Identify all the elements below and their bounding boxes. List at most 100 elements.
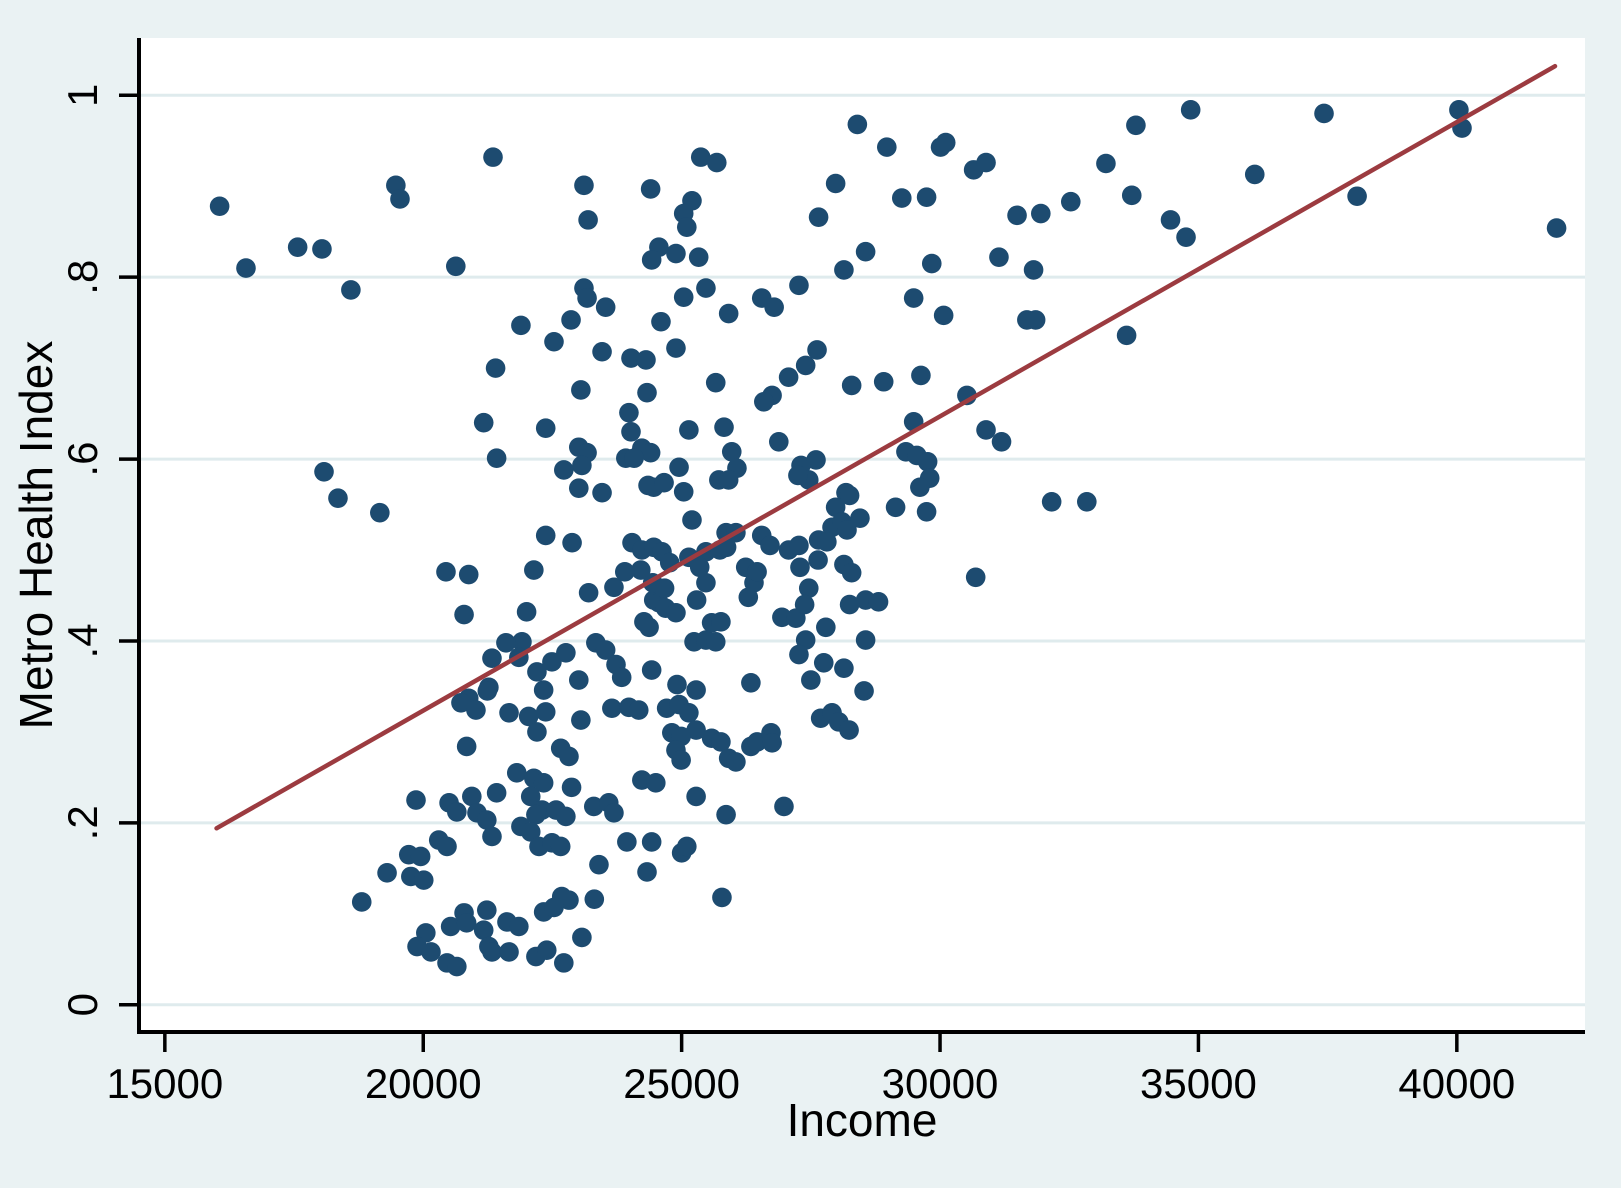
scatter-point [1244,164,1265,185]
scatter-point [526,804,546,825]
scatter-point [639,617,659,638]
scatter-point [561,777,582,798]
scatter-point [839,720,859,740]
scatter-point [520,786,541,807]
y-tick-label: 0 [59,993,106,1016]
scatter-point [834,658,854,679]
scatter-point [473,920,494,940]
scatter-point [854,681,874,701]
scatter-point [816,617,836,638]
scatter-point [825,173,846,194]
scatter-point [314,461,334,482]
x-tick-label: 25000 [623,1060,740,1107]
y-tick-label: .4 [59,623,106,658]
scatter-point [604,803,624,823]
scatter-point [451,692,471,713]
scatter-point [499,702,519,723]
scatter-point [499,942,519,962]
scatter-point [688,247,709,267]
scatter-point [527,662,547,682]
scatter-point [554,953,574,973]
scatter-point [589,854,609,875]
scatter-point [516,602,537,622]
scatter-point [666,338,686,358]
scatter-point [855,241,876,262]
scatter-point [1077,492,1097,512]
scatter-point [718,303,739,324]
scatter-point [390,189,410,209]
scatter-point [583,796,604,817]
scatter-point [741,672,761,693]
scatter-point [965,567,986,588]
y-tick-label: .8 [59,260,106,295]
scatter-point [716,804,736,825]
scatter-point [778,367,799,388]
scatter-point [572,455,592,476]
scatter-point [1096,153,1116,174]
scatter-point [774,796,794,817]
scatter-point [351,892,372,912]
scatter-point [536,940,557,960]
scatter-point [406,790,426,810]
scatter-point [496,632,516,653]
scatter-point [712,887,732,908]
scatter-point [578,210,598,230]
scatter-point [686,590,707,610]
scatter-point [486,448,507,468]
scatter-point [837,520,857,540]
scatter-point [456,736,477,757]
scatter-point [447,802,467,822]
y-tick-label: 1 [59,84,106,107]
scatter-point [673,482,694,502]
scatter-point [413,870,434,890]
scatter-point [933,305,954,326]
scatter-point [631,560,651,580]
scatter-point [542,652,562,672]
scatter-point [1121,185,1142,206]
scatter-point [509,916,529,937]
scatter-point [1031,203,1051,224]
scatter-point [595,297,616,317]
scatter-point [801,670,821,690]
scatter-point [524,560,544,580]
scatter-point [1025,310,1046,330]
scatter-point [554,460,574,480]
scatter-point [506,763,527,783]
scatter-point [935,132,956,153]
scatter-point [667,674,687,695]
scatter-point [790,557,810,578]
scatter-point [754,391,774,412]
scatter-point [794,594,815,615]
scatter-point [850,508,870,528]
scatter-point [628,700,649,720]
scatter-point [686,680,706,700]
scatter-point [682,510,702,530]
scatter-point [592,482,612,503]
x-tick-label: 35000 [1140,1060,1257,1107]
x-tick-label: 15000 [106,1060,223,1107]
scatter-point [738,587,759,608]
scatter-point [638,475,658,496]
scatter-point [705,372,726,393]
scatter-point [1180,100,1201,120]
scatter-point [482,826,502,847]
scatter-point [466,700,486,720]
scatter-point [677,836,697,857]
scatter-point [440,916,461,937]
scatter-point [817,532,837,552]
scatter-point [535,702,556,722]
scatter-point [447,956,467,977]
scatter-point [436,562,456,582]
scatter-point [1041,492,1062,512]
scatter-point [696,572,716,593]
scatter-point [706,152,727,173]
axes [137,38,1585,1034]
scatter-point [669,457,689,478]
scatter-point [714,417,734,438]
scatter-point [1347,186,1367,207]
scatter-point [679,420,699,440]
scatter-point [651,311,671,332]
scatter-point [287,237,308,257]
scatter-point [645,773,666,793]
